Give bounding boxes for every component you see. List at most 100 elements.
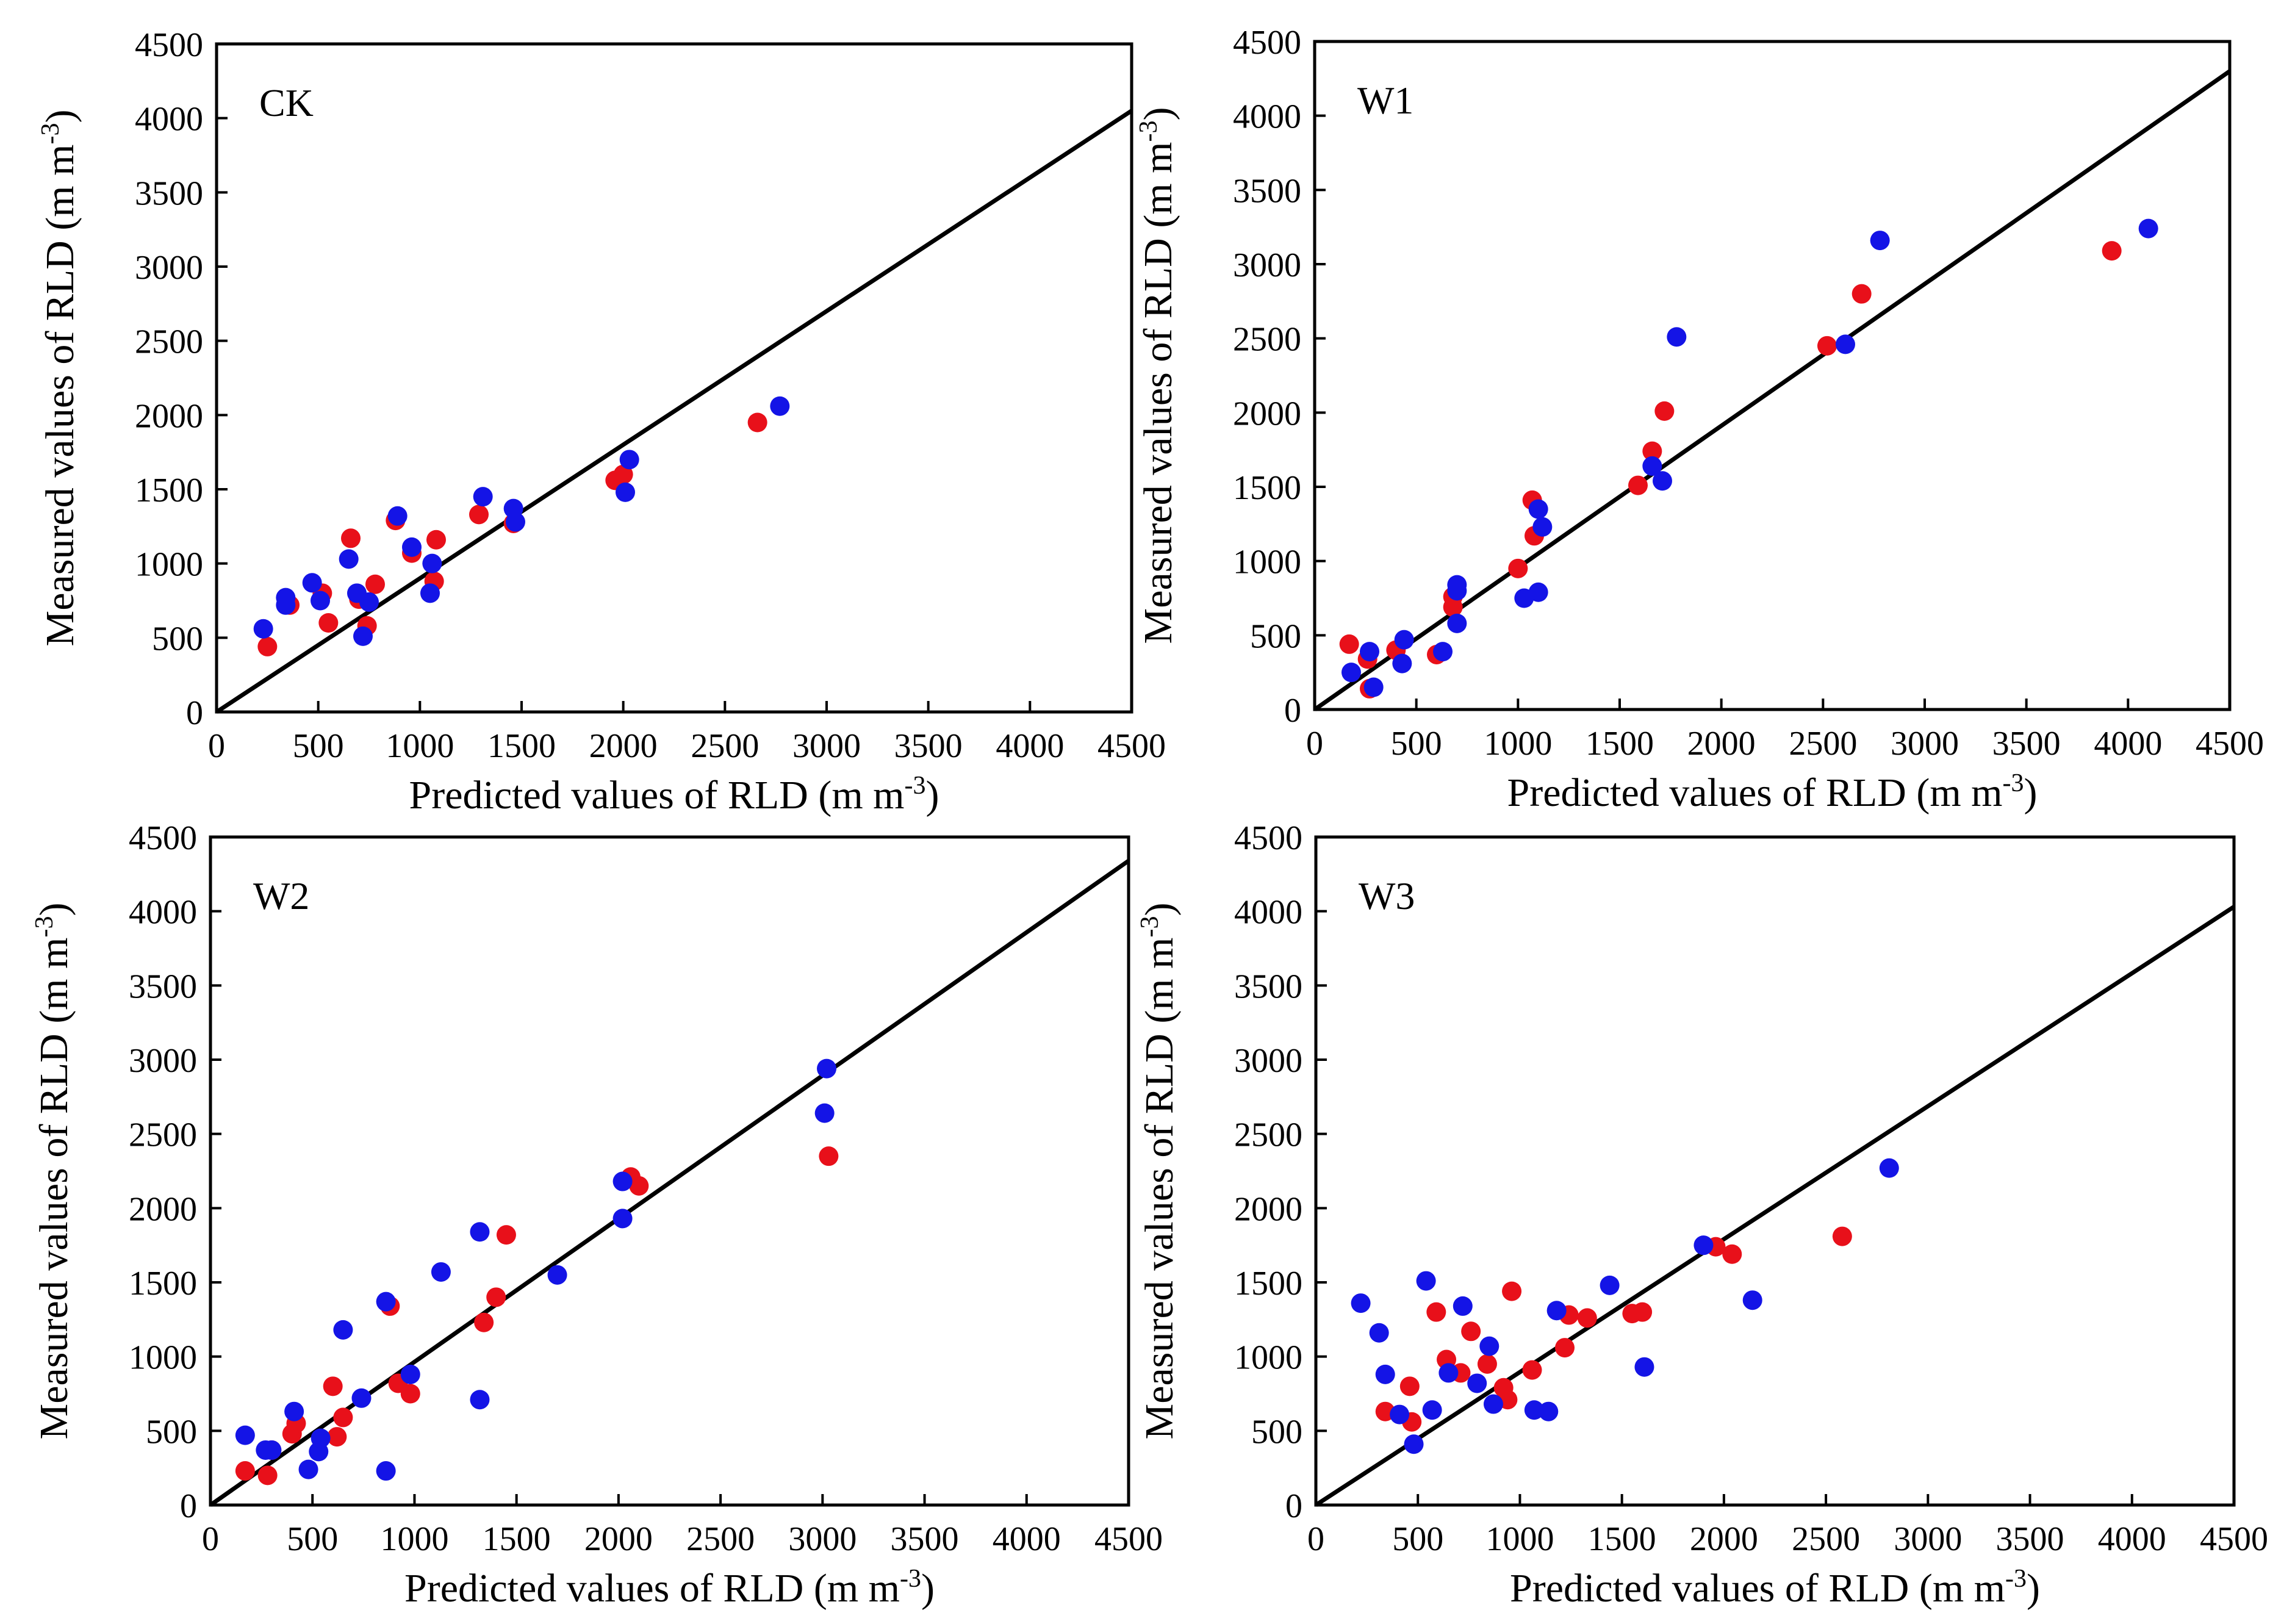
x-axis-title-text: Predicted values of RLD (m m (1507, 771, 2003, 815)
fit-line (1313, 69, 2232, 711)
y-axis-title-superscript: -3 (1135, 121, 1163, 142)
data-point-blue (1836, 334, 1855, 354)
data-point-red (1654, 401, 1675, 421)
data-point-blue (1600, 1275, 1620, 1295)
data-point-blue (1479, 1336, 1499, 1356)
data-point-blue (422, 553, 442, 573)
y-tick-label: 500 (146, 1413, 197, 1451)
x-tick-label: 4000 (993, 1520, 1061, 1558)
data-point-blue (1404, 1434, 1424, 1454)
x-tick-label: 500 (1392, 1520, 1443, 1558)
x-tick-label: 3000 (1894, 1520, 1962, 1558)
x-tick-label: 0 (208, 727, 225, 765)
panel-ck: 0 500 1000 1500 2000 2500 3000 3500 4000 4500 0 500… (37, 26, 1166, 817)
data-point-blue (1742, 1290, 1762, 1310)
y-axis-title-suffix: ) (1137, 903, 1182, 916)
data-point-red (469, 505, 489, 525)
x-tick-label: 2000 (589, 727, 658, 765)
x-tick-label: 0 (1307, 1520, 1324, 1558)
data-point-blue (400, 1364, 420, 1384)
y-tick-label: 2500 (1233, 321, 1301, 359)
data-point-blue (387, 506, 408, 526)
y-axis-title-suffix: ) (38, 110, 82, 123)
data-point-red (1339, 634, 1359, 654)
x-tick-label: 2000 (1687, 725, 1756, 763)
x-tick-label: 3000 (792, 727, 861, 765)
data-point-blue (1375, 1364, 1395, 1384)
data-point-blue (619, 450, 639, 470)
data-point-red (1443, 597, 1463, 617)
data-point-blue (1351, 1293, 1371, 1313)
y-axis-title-suffix: ) (32, 903, 76, 916)
y-tick-label: 2000 (1233, 395, 1301, 433)
y-axis-title-text: Measured values of RLD (m m (1137, 938, 1182, 1440)
x-tick-label: 500 (1391, 725, 1442, 763)
data-point-blue (333, 1320, 353, 1340)
data-point-blue (235, 1425, 255, 1445)
data-point-red (1832, 1226, 1852, 1246)
data-point-blue (1394, 630, 1414, 650)
y-tick-label: 0 (186, 694, 203, 732)
data-point-blue (817, 1058, 837, 1079)
x-axis-title-text: Predicted values of RLD (m m (404, 1566, 900, 1611)
plot-frame (209, 835, 1130, 1507)
y-tick-label: 2000 (135, 397, 203, 435)
data-point-blue (1539, 1401, 1559, 1421)
data-point-blue (1546, 1301, 1567, 1321)
data-point-blue (420, 583, 440, 603)
data-point-red (1522, 1360, 1542, 1380)
y-tick-label: 2500 (129, 1116, 197, 1154)
x-axis-title-suffix: ) (2027, 1566, 2040, 1611)
y-axis-title-text: Measured values of RLD (m m (1136, 142, 1180, 644)
y-tick-label: 3500 (1234, 968, 1302, 1005)
x-tick-label: 0 (1306, 725, 1323, 763)
data-point-blue (1392, 653, 1412, 674)
y-tick-label: 2500 (135, 323, 203, 361)
x-axis-title: Predicted values of RLD (m m-3) (404, 1565, 935, 1611)
y-tick-label: 3500 (1233, 172, 1301, 210)
x-tick-label: 2000 (584, 1520, 653, 1558)
y-tick-label: 4500 (1234, 819, 1302, 857)
data-point-blue (1467, 1373, 1487, 1393)
x-axis-title-suffix: ) (921, 1566, 935, 1611)
data-point-blue (506, 512, 525, 532)
x-axis-title-suffix: ) (2024, 771, 2038, 815)
data-point-blue (1360, 642, 1379, 662)
y-axis-title-text: Measured values of RLD (m m (32, 938, 76, 1440)
x-tick-label: 2500 (686, 1520, 755, 1558)
y-axis-title-superscript: -3 (31, 916, 59, 938)
x-tick-label: 1000 (1484, 725, 1552, 763)
data-point-red (1426, 1302, 1446, 1322)
data-point-red (474, 1312, 494, 1332)
data-point-blue (311, 1428, 331, 1448)
y-tick-label: 500 (152, 620, 203, 658)
data-point-red (426, 530, 446, 550)
data-point-blue (2138, 218, 2158, 239)
data-point-red (327, 1427, 347, 1447)
data-point-blue (376, 1461, 396, 1481)
data-point-blue (1653, 471, 1672, 491)
data-point-blue (1870, 231, 1890, 251)
x-tick-label: 2500 (1789, 725, 1857, 763)
x-tick-label: 3000 (788, 1520, 857, 1558)
data-point-blue (1447, 575, 1467, 595)
x-axis-title-text: Predicted values of RLD (m m (1510, 1566, 2005, 1611)
x-tick-label: 0 (202, 1520, 219, 1558)
fit-line (215, 109, 1133, 714)
x-axis-title-superscript: -3 (900, 1565, 921, 1593)
data-point-red (819, 1146, 839, 1166)
data-point-blue (431, 1262, 451, 1282)
data-point-blue (376, 1292, 396, 1312)
data-point-blue (612, 1209, 633, 1229)
data-point-red (333, 1407, 353, 1428)
x-tick-label: 4000 (2098, 1520, 2166, 1558)
fit-line (209, 859, 1130, 1507)
data-point-blue (284, 1401, 304, 1421)
data-point-red (496, 1225, 516, 1245)
data-point-blue (470, 1390, 490, 1410)
y-tick-label: 3000 (1234, 1042, 1302, 1080)
x-tick-label: 2000 (1690, 1520, 1758, 1558)
data-point-blue (1528, 582, 1548, 602)
y-axis-title-suffix: ) (1136, 107, 1180, 121)
